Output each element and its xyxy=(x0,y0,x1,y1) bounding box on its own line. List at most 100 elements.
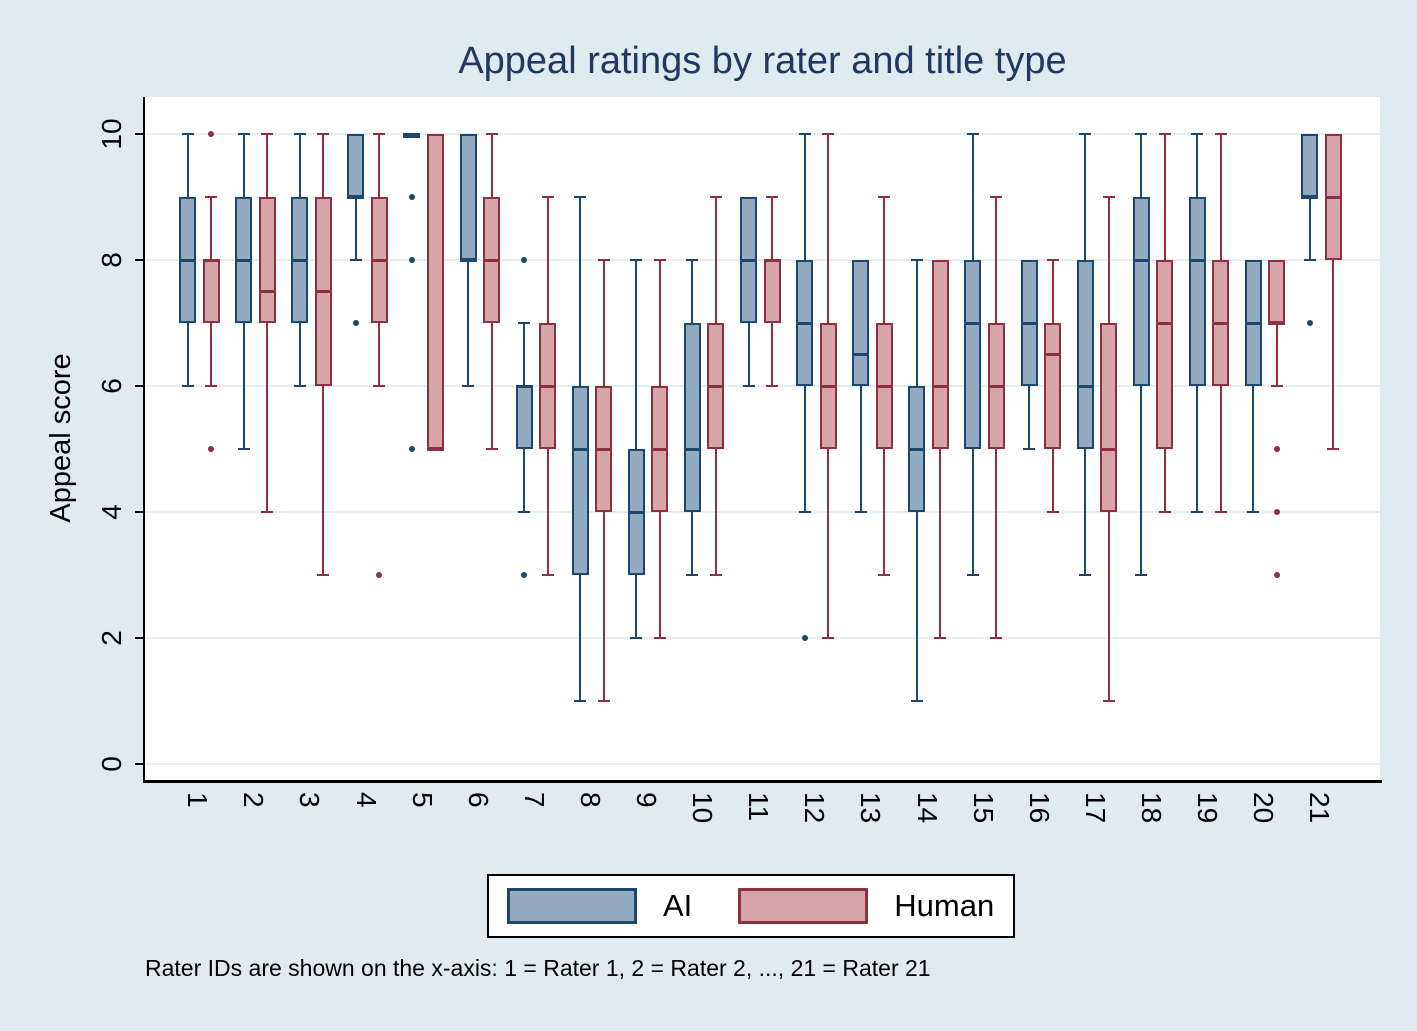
box-human-r17 xyxy=(1100,323,1118,512)
whisker-bottom-cap-ai-r20 xyxy=(1247,511,1260,513)
outlier-human-r20-4 xyxy=(1273,509,1280,515)
median-human-r11 xyxy=(763,258,781,262)
whisker-top-cap-ai-r10 xyxy=(686,259,699,261)
median-ai-r13 xyxy=(852,353,870,356)
x-tick-label-21: 21 xyxy=(1304,792,1336,824)
whisker-top-human-r1 xyxy=(210,197,212,260)
median-human-r15 xyxy=(987,384,1005,388)
whisker-top-human-r18 xyxy=(1163,134,1166,260)
median-human-r3 xyxy=(314,290,332,293)
whisker-top-ai-r10 xyxy=(691,260,694,323)
whisker-top-ai-r12 xyxy=(803,134,806,260)
whisker-top-human-r17 xyxy=(1107,197,1110,323)
x-tick-label-2: 2 xyxy=(238,792,270,808)
whisker-top-ai-r19 xyxy=(1196,134,1199,197)
whisker-bottom-cap-ai-r7 xyxy=(518,511,531,513)
median-ai-r18 xyxy=(1132,258,1150,262)
whisker-top-human-r2 xyxy=(266,134,269,197)
whisker-top-ai-r3 xyxy=(298,134,301,197)
median-human-r4 xyxy=(370,258,388,262)
legend-label-human: Human xyxy=(894,888,995,923)
whisker-bottom-ai-r8 xyxy=(579,575,582,701)
box-ai-r18 xyxy=(1132,197,1150,386)
x-tick-label-4: 4 xyxy=(350,792,382,808)
whisker-top-cap-ai-r8 xyxy=(574,196,587,198)
x-tick-label-13: 13 xyxy=(855,792,887,824)
whisker-bottom-cap-ai-r3 xyxy=(293,385,306,387)
whisker-bottom-cap-ai-r12 xyxy=(798,511,811,513)
median-human-r18 xyxy=(1156,321,1174,325)
whisker-top-human-r8 xyxy=(602,260,605,386)
legend-swatch-human xyxy=(738,888,869,924)
whisker-bottom-cap-ai-r4 xyxy=(349,259,362,261)
whisker-bottom-cap-ai-r14 xyxy=(910,700,923,702)
median-human-r9 xyxy=(651,447,669,451)
y-tick-label-2: 2 xyxy=(96,630,127,646)
y-tick-label-6: 6 xyxy=(96,378,127,394)
whisker-bottom-cap-human-r4 xyxy=(373,385,386,387)
whisker-bottom-cap-human-r19 xyxy=(1214,511,1227,513)
outlier-ai-r7-8 xyxy=(521,257,528,263)
legend-label-ai: AI xyxy=(663,888,693,923)
median-ai-r12 xyxy=(796,321,814,325)
outlier-ai-r12-2 xyxy=(801,635,808,641)
median-human-r6 xyxy=(483,258,500,262)
chart-title: Appeal ratings by rater and title type xyxy=(458,40,1067,82)
whisker-bottom-human-r4 xyxy=(378,323,381,386)
whisker-top-cap-human-r12 xyxy=(822,133,835,135)
median-human-r2 xyxy=(258,290,276,293)
whisker-top-cap-human-r18 xyxy=(1158,133,1171,135)
whisker-bottom-human-r8 xyxy=(602,512,605,701)
whisker-bottom-cap-human-r14 xyxy=(934,637,947,639)
whisker-bottom-cap-human-r13 xyxy=(878,574,891,576)
whisker-bottom-ai-r14 xyxy=(915,512,918,701)
whisker-bottom-cap-human-r11 xyxy=(766,385,778,387)
median-human-r13 xyxy=(875,384,893,388)
box-ai-r13 xyxy=(852,260,870,386)
x-tick-label-12: 12 xyxy=(799,792,831,824)
whisker-bottom-human-r13 xyxy=(883,449,886,575)
y-tick-10 xyxy=(135,133,144,135)
whisker-bottom-ai-r18 xyxy=(1140,386,1143,575)
whisker-bottom-cap-human-r8 xyxy=(597,700,610,702)
whisker-top-cap-ai-r14 xyxy=(910,259,923,261)
whisker-top-human-r10 xyxy=(714,197,717,323)
x-tick-label-6: 6 xyxy=(462,792,494,808)
whisker-bottom-ai-r13 xyxy=(859,386,862,512)
whisker-bottom-human-r14 xyxy=(939,449,942,638)
x-tick-label-20: 20 xyxy=(1248,792,1280,824)
whisker-bottom-human-r17 xyxy=(1107,512,1110,701)
whisker-top-cap-human-r2 xyxy=(261,133,274,135)
x-tick-label-10: 10 xyxy=(687,792,719,824)
whisker-top-cap-ai-r19 xyxy=(1191,133,1204,135)
x-tick-label-5: 5 xyxy=(406,792,438,808)
whisker-top-cap-human-r7 xyxy=(541,196,554,198)
whisker-top-ai-r2 xyxy=(242,134,245,197)
whisker-bottom-cap-ai-r1 xyxy=(181,385,194,387)
whisker-bottom-ai-r12 xyxy=(803,386,806,512)
box-human-r2 xyxy=(258,197,276,323)
whisker-top-human-r12 xyxy=(827,134,830,323)
whisker-top-cap-human-r19 xyxy=(1214,133,1227,135)
whisker-top-ai-r8 xyxy=(579,197,582,386)
whisker-top-human-r7 xyxy=(546,197,549,323)
whisker-bottom-ai-r7 xyxy=(523,449,526,512)
whisker-bottom-cap-human-r6 xyxy=(485,448,498,450)
median-ai-r2 xyxy=(235,258,253,262)
gridline-y-4 xyxy=(145,511,1380,513)
whisker-top-cap-human-r15 xyxy=(990,196,1003,198)
outlier-human-r4-3 xyxy=(376,572,383,578)
whisker-bottom-cap-ai-r15 xyxy=(966,574,979,576)
whisker-bottom-ai-r10 xyxy=(691,512,694,575)
outlier-human-r20-3 xyxy=(1273,572,1280,578)
whisker-top-human-r11 xyxy=(771,197,773,260)
box-human-r5 xyxy=(426,134,444,449)
whisker-top-ai-r18 xyxy=(1140,134,1143,197)
box-human-r16 xyxy=(1044,323,1061,449)
y-axis-line xyxy=(143,97,145,782)
whisker-top-ai-r7 xyxy=(523,323,526,386)
whisker-top-cap-ai-r15 xyxy=(966,133,979,135)
whisker-bottom-cap-human-r18 xyxy=(1158,511,1171,513)
whisker-bottom-cap-ai-r19 xyxy=(1191,511,1204,513)
